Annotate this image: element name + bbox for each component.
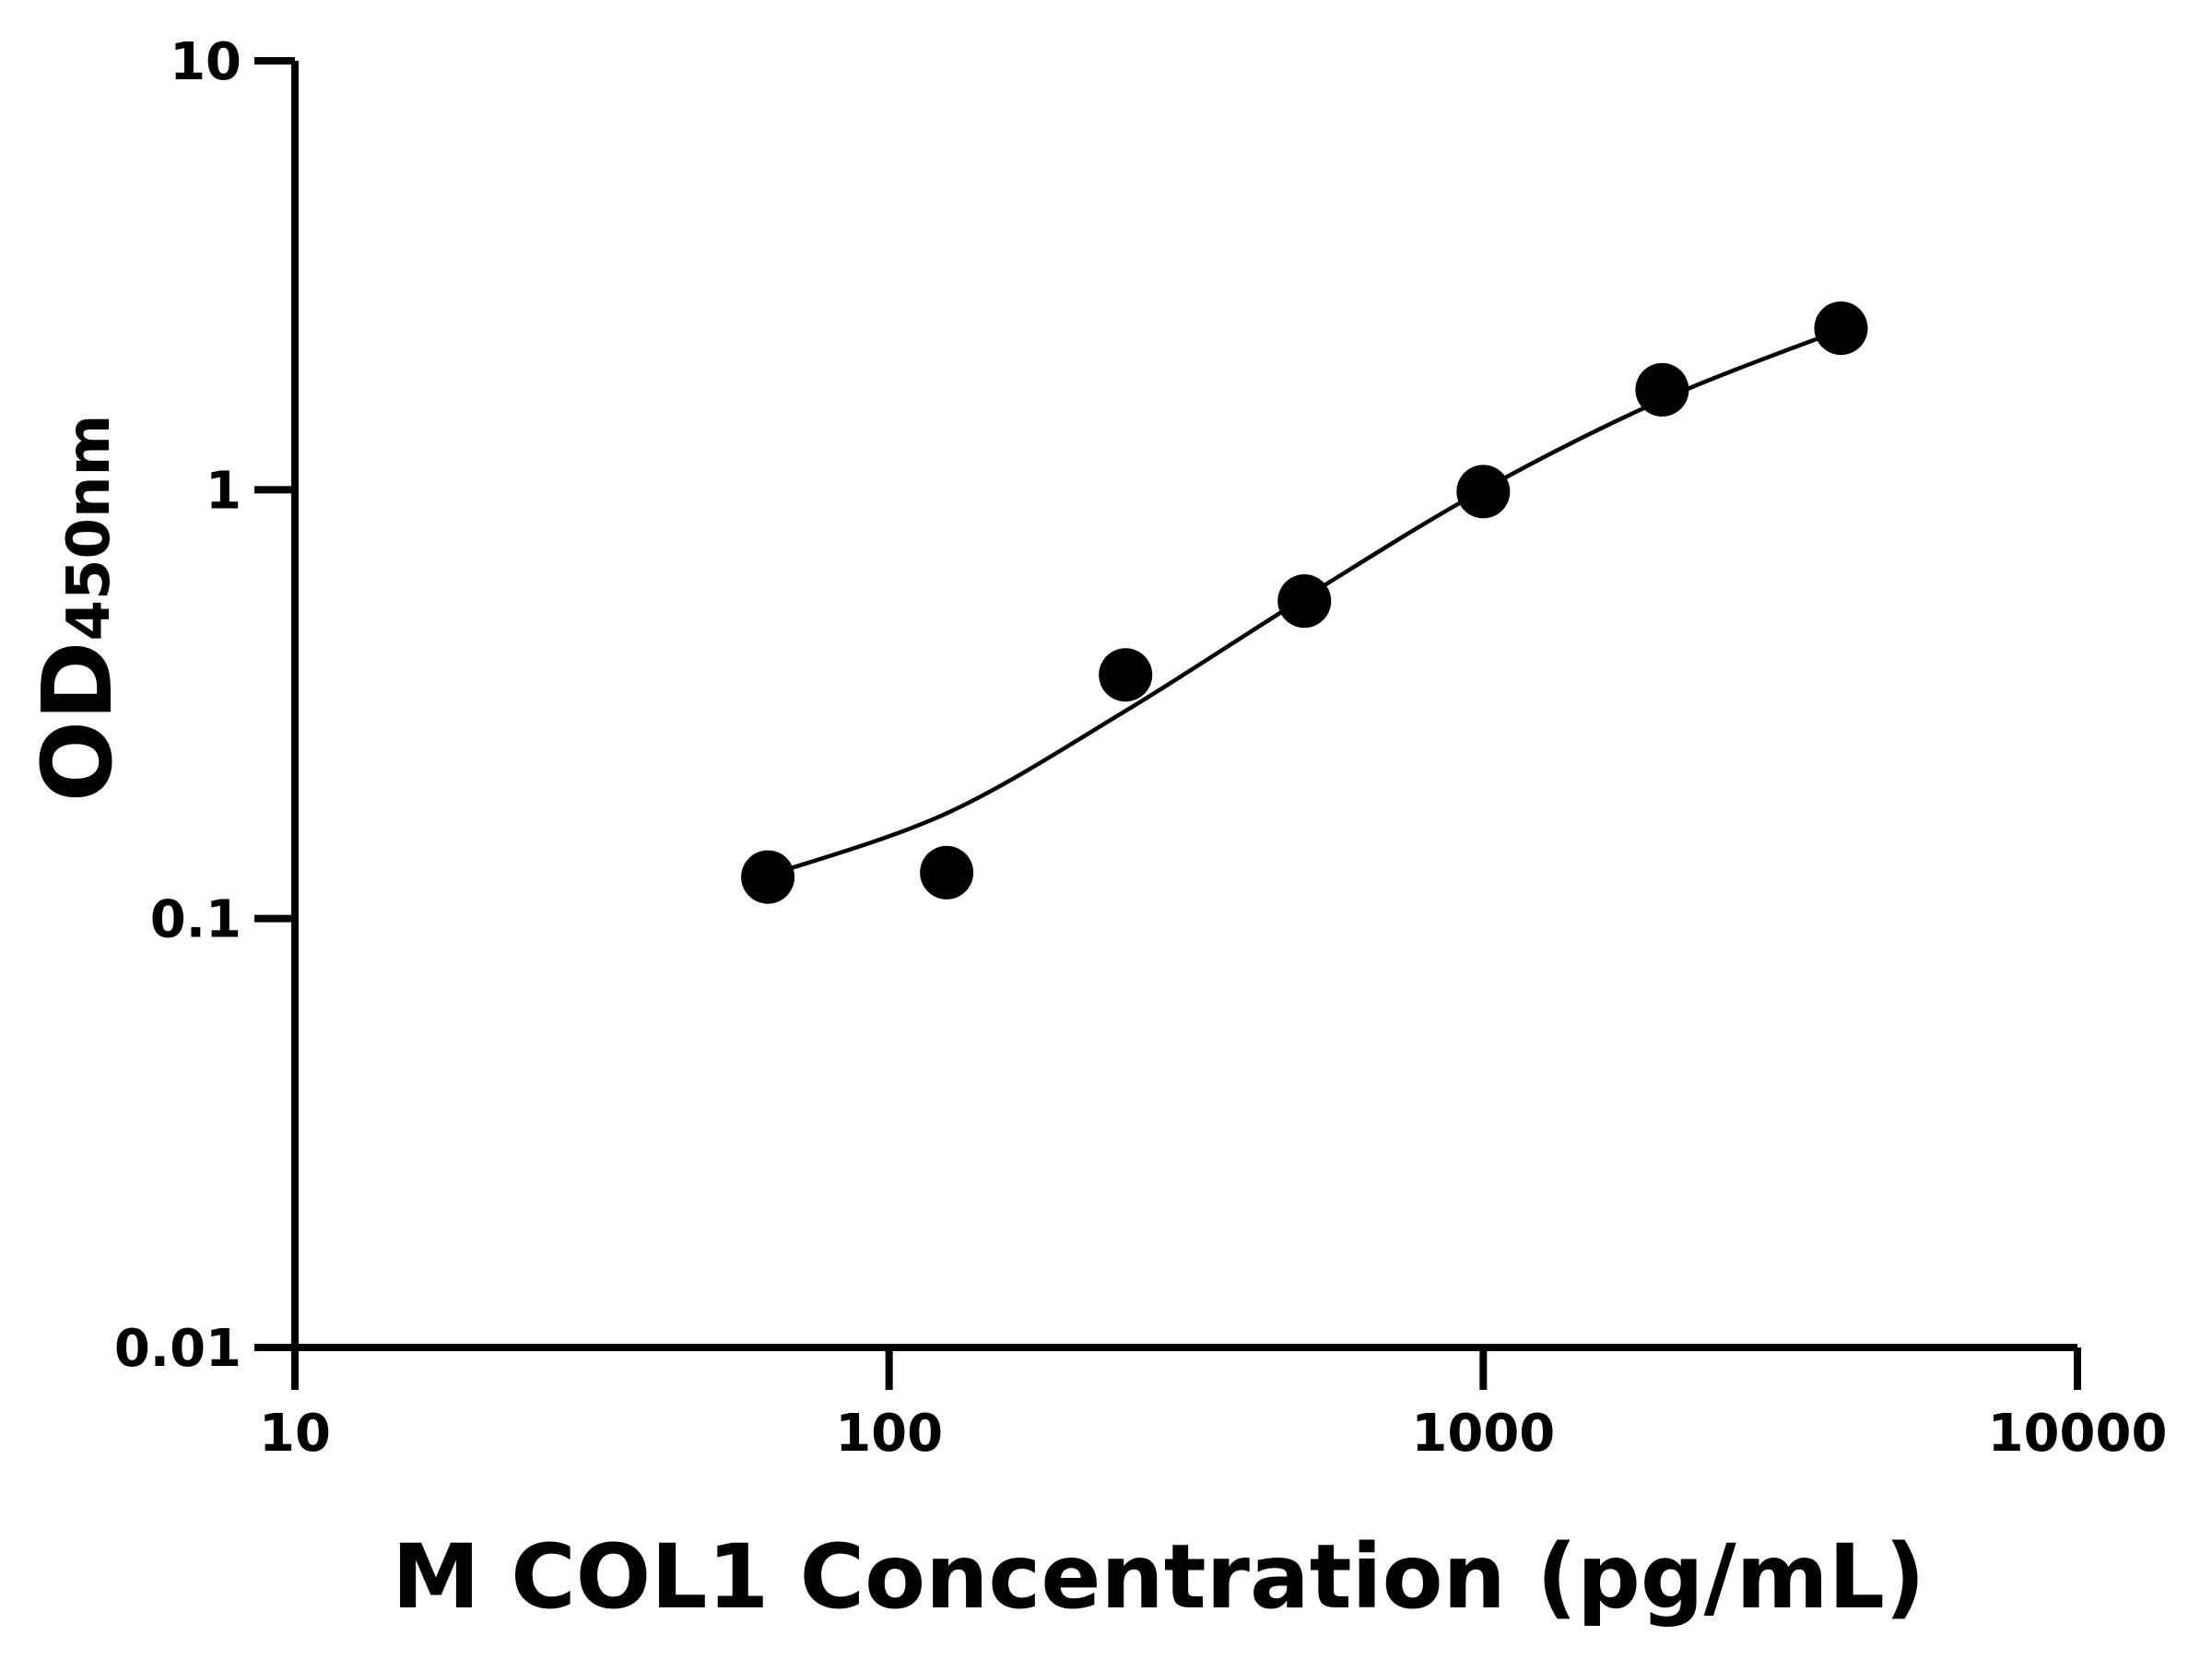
y-tick-label-3: 10 [170, 32, 241, 92]
y-tick-label-2: 1 [206, 461, 241, 521]
axes [254, 61, 2077, 1351]
data-point-3 [1277, 574, 1332, 629]
y-axis-title-main: OD [21, 641, 134, 803]
y-axis-title-subscript: 450nm [55, 415, 124, 641]
x-tick-label-0: 10 [259, 1404, 331, 1464]
data-point-5 [1635, 362, 1689, 417]
data-points [741, 301, 1868, 904]
x-ticks [291, 1347, 2081, 1390]
data-point-0 [741, 850, 795, 904]
x-tick-label-1: 100 [835, 1404, 943, 1464]
y-axis-title: OD450nm [21, 415, 134, 803]
x-tick-label-2: 1000 [1411, 1404, 1555, 1464]
data-point-1 [920, 845, 974, 900]
y-tick-label-0: 0.01 [114, 1319, 241, 1379]
x-tick-label-3: 10000 [1988, 1404, 2168, 1464]
y-tick-label-1: 0.1 [150, 890, 241, 950]
x-axis-title: M COL1 Concentration (pg/mL) [392, 1525, 1925, 1629]
data-point-6 [1814, 301, 1868, 356]
x-tick-labels: 10 100 1000 10000 [259, 1404, 2167, 1464]
y-tick-labels: 0.01 0.1 1 10 [114, 32, 241, 1379]
y-ticks [254, 57, 295, 1351]
data-point-2 [1099, 648, 1153, 702]
data-point-4 [1456, 465, 1511, 519]
